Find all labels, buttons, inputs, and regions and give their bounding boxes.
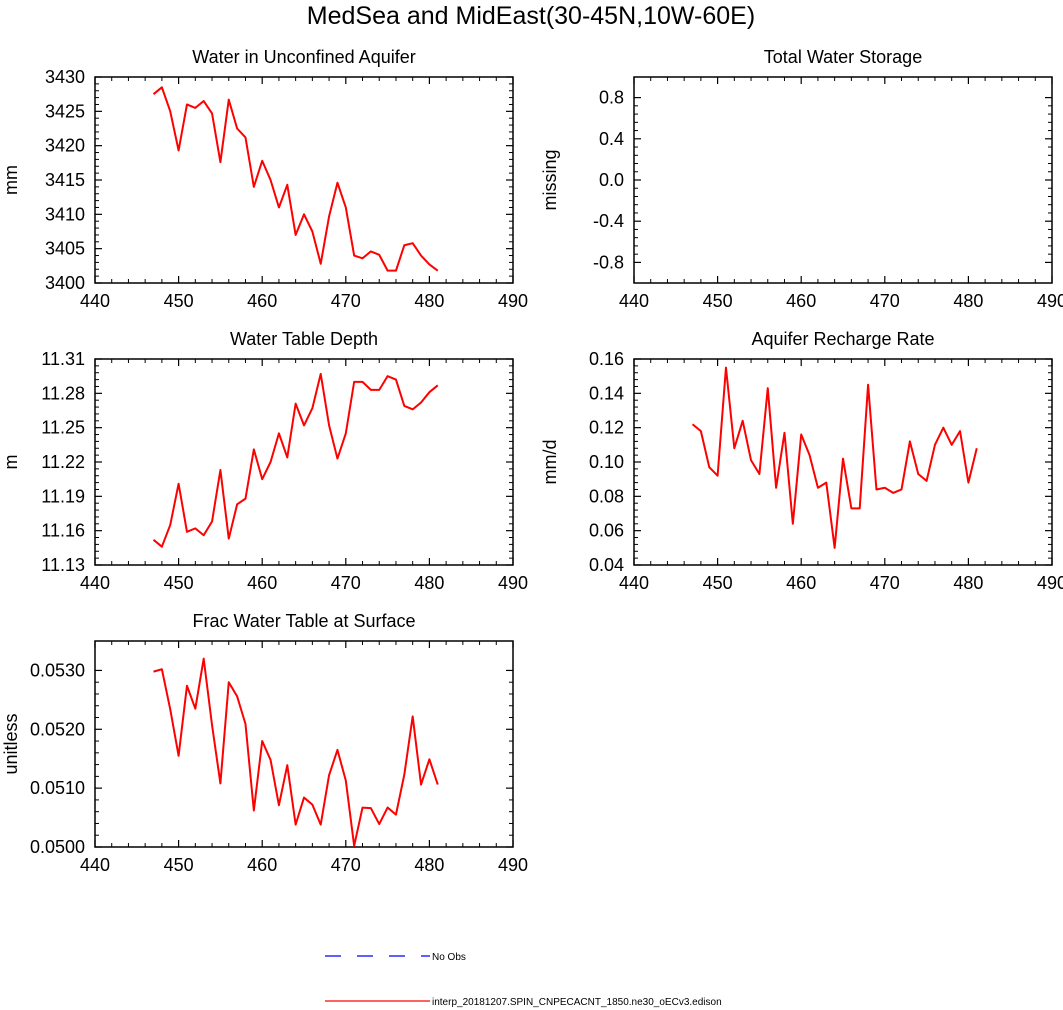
x-tick-label: 440 — [619, 291, 649, 311]
y-tick-label: -0.4 — [593, 211, 624, 231]
y-axis-label: missing — [540, 149, 560, 210]
panel-title: Frac Water Table at Surface — [192, 611, 415, 631]
panel-title: Water Table Depth — [230, 329, 378, 349]
x-tick-label: 480 — [953, 573, 983, 593]
series-line — [691, 366, 978, 549]
y-tick-label: 3415 — [45, 170, 85, 190]
y-tick-label: 11.22 — [41, 452, 85, 472]
x-tick-label: 470 — [331, 855, 361, 875]
y-tick-label: 11.13 — [41, 555, 85, 575]
x-tick-label: 490 — [498, 573, 528, 593]
y-tick-label: 0.06 — [589, 521, 624, 541]
x-tick-label: 490 — [498, 855, 528, 875]
y-tick-label: 0.0500 — [30, 837, 85, 857]
y-axis-label: unitless — [1, 713, 21, 774]
series-line — [152, 86, 439, 272]
y-tick-label: 0.12 — [589, 418, 624, 438]
y-tick-label: 0.16 — [589, 349, 624, 369]
x-tick-label: 450 — [164, 291, 194, 311]
y-tick-label: 0.4 — [599, 129, 624, 149]
y-tick-label: 0.14 — [589, 383, 624, 403]
y-tick-label: 0.8 — [599, 88, 624, 108]
y-tick-label: 0.0520 — [30, 719, 85, 739]
plot-frame — [94, 358, 514, 566]
x-tick-label: 470 — [870, 291, 900, 311]
y-tick-label: 3430 — [45, 67, 85, 87]
x-tick-label: 450 — [703, 573, 733, 593]
x-tick-label: 480 — [953, 291, 983, 311]
y-tick-label: 3425 — [45, 101, 85, 121]
y-axis-label: mm/d — [540, 440, 560, 485]
y-tick-label: 3420 — [45, 136, 85, 156]
panel-title: Total Water Storage — [764, 47, 922, 67]
y-tick-label: -0.8 — [593, 252, 624, 272]
y-tick-label: 0.0530 — [30, 660, 85, 680]
y-tick-label: 3405 — [45, 239, 85, 259]
figure-title: MedSea and MidEast(30-45N,10W-60E) — [307, 2, 755, 30]
y-tick-label: 11.16 — [41, 521, 85, 541]
panel-title: Water in Unconfined Aquifer — [192, 47, 415, 67]
y-tick-label: 3400 — [45, 273, 85, 293]
panel-title: Aquifer Recharge Rate — [751, 329, 934, 349]
x-tick-label: 480 — [414, 573, 444, 593]
y-axis-label: mm — [1, 165, 21, 195]
panels-group: Water in Unconfined Aquifer mm 440 450 460 47… — [1, 47, 1063, 875]
panel-5: Frac Water Table at Surface unitless 440 45… — [1, 611, 528, 875]
panel-4: Aquifer Recharge Rate mm/d 440 450 460 470 480… — [540, 329, 1063, 593]
x-tick-label: 440 — [80, 855, 110, 875]
x-tick-label: 460 — [786, 291, 816, 311]
y-tick-label: 0.04 — [589, 555, 624, 575]
x-tick-label: 450 — [703, 291, 733, 311]
legend-obs-label: No Obs — [432, 952, 466, 963]
y-tick-label: 0.08 — [589, 486, 624, 506]
y-tick-label: 11.31 — [41, 349, 85, 369]
x-tick-label: 460 — [247, 291, 277, 311]
x-tick-label: 470 — [870, 573, 900, 593]
x-tick-label: 470 — [331, 573, 361, 593]
y-tick-label: 11.25 — [41, 418, 85, 438]
x-tick-label: 450 — [164, 855, 194, 875]
y-tick-label: 3410 — [45, 204, 85, 224]
y-tick-label: 0.0510 — [30, 778, 85, 798]
plot-frame — [633, 76, 1053, 284]
x-tick-label: 460 — [247, 855, 277, 875]
series-line — [152, 372, 439, 548]
plot-frame — [94, 76, 514, 284]
x-tick-label: 480 — [414, 855, 444, 875]
y-tick-label: 11.19 — [41, 486, 85, 506]
x-tick-label: 440 — [80, 291, 110, 311]
x-tick-label: 490 — [1037, 291, 1063, 311]
x-tick-label: 450 — [164, 573, 194, 593]
legend-model-label: interp_20181207.SPIN_CNPECACNT_1850.ne30… — [432, 997, 722, 1008]
x-tick-label: 490 — [498, 291, 528, 311]
y-tick-label: 11.28 — [41, 383, 85, 403]
x-tick-label: 460 — [247, 573, 277, 593]
y-axis-label: m — [1, 455, 21, 470]
x-tick-label: 480 — [414, 291, 444, 311]
y-tick-label: 0.10 — [589, 452, 624, 472]
series-line — [153, 657, 439, 847]
x-tick-label: 470 — [331, 291, 361, 311]
x-tick-label: 440 — [80, 573, 110, 593]
panel-2: Total Water Storage missing 440 450 460 470 48… — [540, 47, 1063, 311]
legend: No Obs interp_20181207.SPIN_CNPECACNT_18… — [325, 952, 722, 1008]
x-tick-label: 460 — [786, 573, 816, 593]
panel-3: Water Table Depth m 440 450 460 470 480 490 11.1… — [1, 329, 528, 593]
x-tick-label: 490 — [1037, 573, 1063, 593]
x-tick-label: 440 — [619, 573, 649, 593]
panel-1: Water in Unconfined Aquifer mm 440 450 460 47… — [1, 47, 528, 311]
plot-frame — [94, 640, 514, 848]
y-tick-label: 0.0 — [599, 170, 624, 190]
